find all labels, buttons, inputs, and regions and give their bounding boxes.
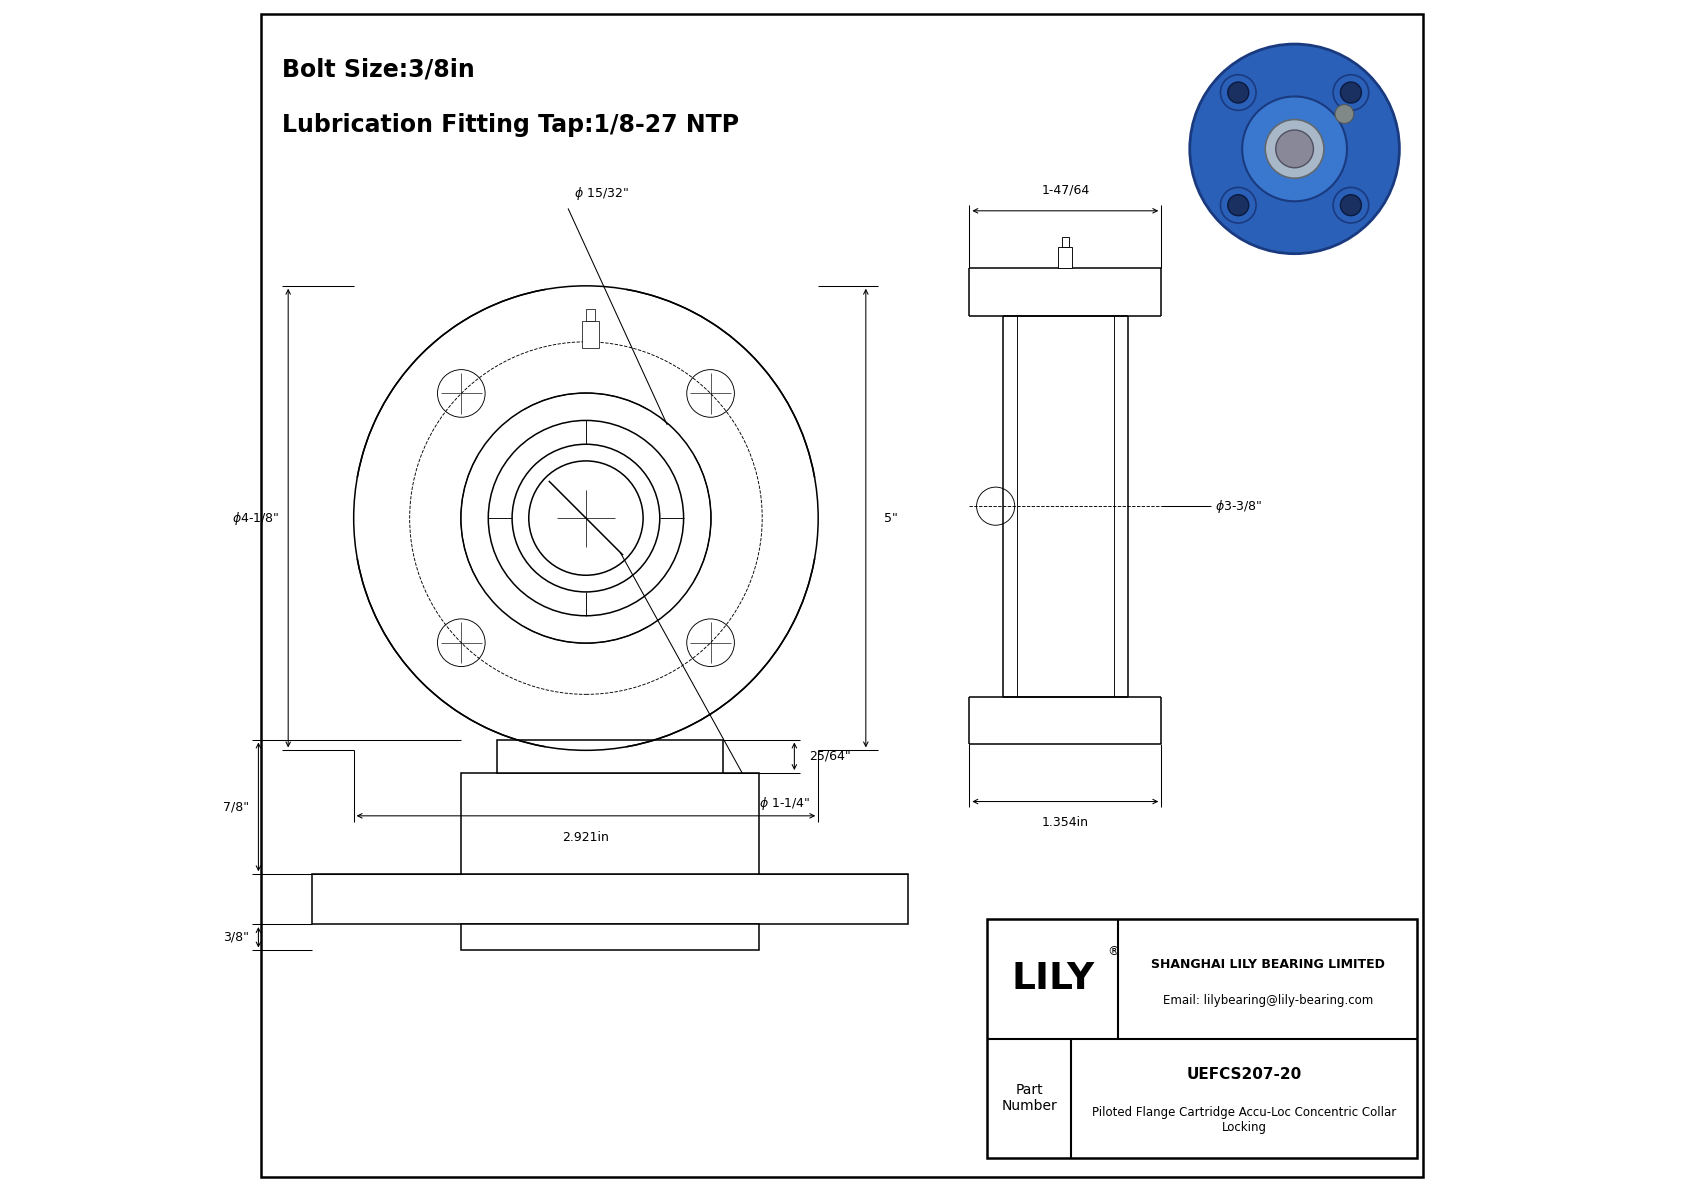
Text: Piloted Flange Cartridge Accu-Loc Concentric Collar
Locking: Piloted Flange Cartridge Accu-Loc Concen… (1091, 1105, 1396, 1134)
Text: ®: ® (1108, 946, 1120, 958)
Circle shape (1221, 75, 1256, 111)
Circle shape (1276, 130, 1314, 168)
Bar (583, 322, 600, 348)
Circle shape (1221, 187, 1256, 223)
Circle shape (1191, 44, 1399, 254)
Text: 1-47/64: 1-47/64 (1041, 183, 1090, 197)
Circle shape (1335, 105, 1354, 124)
Bar (1058, 247, 1073, 268)
Bar (1061, 237, 1069, 247)
Text: Lubrication Fitting Tap:1/8-27 NTP: Lubrication Fitting Tap:1/8-27 NTP (283, 113, 739, 137)
Bar (312, 874, 908, 924)
Circle shape (1334, 75, 1369, 111)
Text: Part
Number: Part Number (1002, 1083, 1058, 1114)
Bar (461, 773, 758, 874)
Circle shape (1243, 96, 1347, 201)
Circle shape (1228, 82, 1250, 104)
Text: $\phi$3-3/8": $\phi$3-3/8" (1214, 498, 1261, 515)
Bar (461, 924, 758, 950)
Bar (497, 740, 722, 773)
Text: SHANGHAI LILY BEARING LIMITED: SHANGHAI LILY BEARING LIMITED (1150, 959, 1384, 971)
Text: LILY: LILY (1012, 961, 1095, 997)
Bar (987, 919, 1418, 1158)
Text: UEFCS207-20: UEFCS207-20 (1187, 1067, 1302, 1081)
Text: 3/8": 3/8" (222, 931, 249, 943)
Text: $\phi$ 15/32": $\phi$ 15/32" (574, 186, 628, 202)
Circle shape (1340, 194, 1361, 216)
Bar (586, 310, 596, 322)
Text: 7/8": 7/8" (222, 800, 249, 813)
Circle shape (1228, 194, 1250, 216)
Circle shape (1334, 187, 1369, 223)
Text: 1.354in: 1.354in (1042, 816, 1090, 829)
Text: $\phi$4-1/8": $\phi$4-1/8" (232, 510, 278, 526)
Circle shape (1265, 119, 1324, 179)
Text: Bolt Size:3/8in: Bolt Size:3/8in (283, 57, 475, 81)
Text: Email: lilybearing@lily-bearing.com: Email: lilybearing@lily-bearing.com (1162, 994, 1372, 1006)
Circle shape (1340, 82, 1361, 104)
Text: 5": 5" (884, 512, 898, 524)
Text: $\phi$ 1-1/4": $\phi$ 1-1/4" (758, 796, 810, 812)
Text: 2.921in: 2.921in (562, 831, 610, 844)
Text: 25/64": 25/64" (808, 750, 850, 762)
